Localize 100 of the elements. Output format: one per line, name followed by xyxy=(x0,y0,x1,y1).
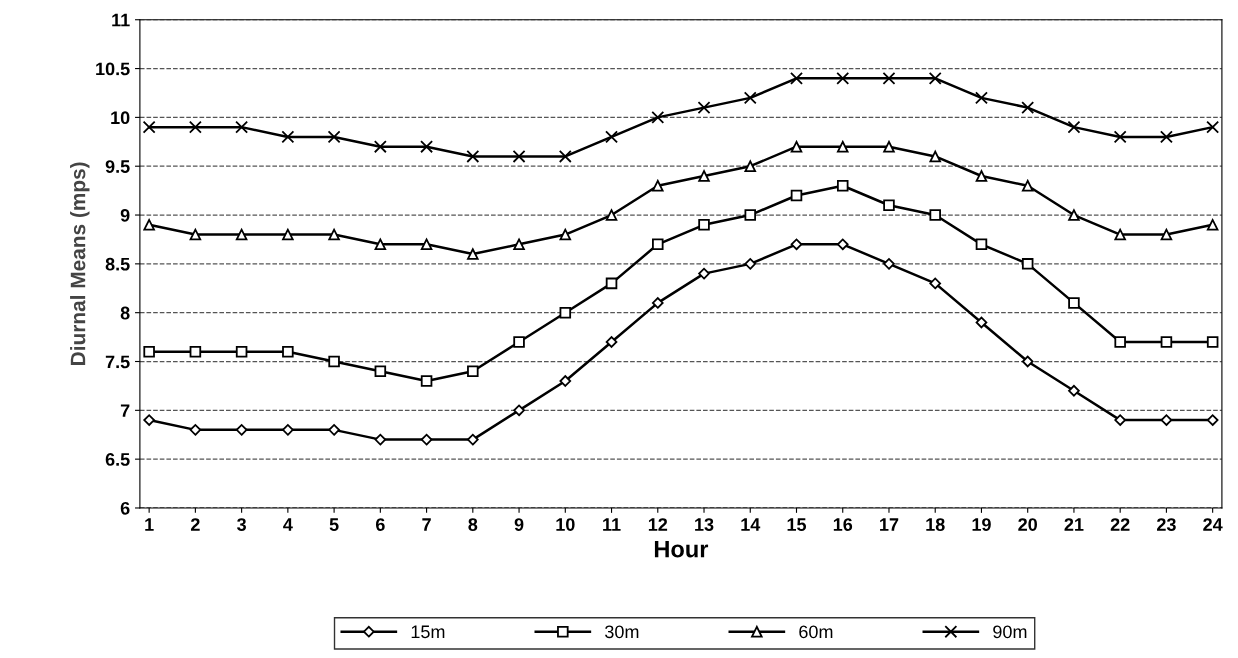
point xyxy=(836,179,849,192)
point xyxy=(1159,130,1173,144)
x-tick-label: 15 xyxy=(787,518,807,531)
point xyxy=(883,199,895,212)
point xyxy=(651,297,664,309)
point xyxy=(605,130,619,144)
x-tick-label: 12 xyxy=(648,518,668,531)
x-tick-label: 16 xyxy=(833,518,853,531)
point xyxy=(1114,228,1126,241)
point xyxy=(1206,219,1219,231)
point xyxy=(559,375,572,387)
point xyxy=(836,140,849,153)
point xyxy=(235,424,248,436)
y-tick-label: 6.5 xyxy=(105,453,130,466)
point xyxy=(282,345,294,358)
point xyxy=(281,130,295,144)
point xyxy=(1206,414,1219,426)
point xyxy=(698,219,710,231)
point xyxy=(652,238,664,251)
point xyxy=(420,433,433,446)
y-tick-label: 10 xyxy=(111,111,130,125)
point xyxy=(974,91,988,105)
point xyxy=(513,336,525,348)
y-tick-label: 9.5 xyxy=(105,160,130,173)
point xyxy=(143,345,155,358)
point xyxy=(929,150,941,163)
y-tick-label: 6 xyxy=(120,501,130,515)
legend-label: 60m xyxy=(799,625,833,639)
point xyxy=(1113,130,1127,144)
point xyxy=(1068,209,1080,221)
point xyxy=(929,209,941,221)
point xyxy=(513,404,525,417)
x-tick-label: 4 xyxy=(283,518,293,531)
y-tick-label: 10.5 xyxy=(96,62,130,76)
point xyxy=(420,238,433,251)
point xyxy=(929,277,942,290)
point xyxy=(790,71,803,85)
point xyxy=(883,258,895,270)
x-tick-label: 21 xyxy=(1064,518,1084,531)
point xyxy=(328,355,340,368)
point xyxy=(743,91,757,105)
point xyxy=(466,149,480,163)
point xyxy=(235,345,248,358)
point xyxy=(698,170,710,182)
point xyxy=(651,110,665,124)
point xyxy=(790,189,803,202)
legend-label: 15m xyxy=(411,625,445,639)
point xyxy=(975,316,988,329)
point xyxy=(698,267,710,280)
x-tick-label: 2 xyxy=(190,518,200,531)
y-tick-label: 7 xyxy=(120,404,130,417)
point xyxy=(420,140,434,154)
point xyxy=(1068,297,1080,309)
point xyxy=(1160,414,1173,426)
point xyxy=(652,179,664,192)
x-tick-label: 10 xyxy=(556,518,575,531)
x-tick-label: 13 xyxy=(695,518,714,531)
point xyxy=(744,258,757,270)
point xyxy=(790,140,803,153)
point xyxy=(327,130,341,144)
x-tick-label: 11 xyxy=(603,518,621,531)
point xyxy=(282,424,294,436)
point xyxy=(512,149,526,163)
x-tick-label: 7 xyxy=(422,518,431,531)
point xyxy=(975,170,988,182)
point xyxy=(374,365,387,378)
point xyxy=(882,71,896,85)
x-tick-label: 22 xyxy=(1110,518,1130,531)
y-tick-label: 11 xyxy=(112,13,130,27)
point xyxy=(1160,336,1173,348)
point xyxy=(467,433,479,446)
point xyxy=(1021,179,1034,192)
point xyxy=(189,424,202,436)
x-tick-label: 17 xyxy=(880,518,899,531)
point xyxy=(235,120,249,134)
point xyxy=(883,140,895,153)
point xyxy=(975,238,988,251)
point xyxy=(1021,355,1034,368)
x-tick-label: 23 xyxy=(1157,518,1176,531)
point xyxy=(467,248,479,260)
point xyxy=(836,238,849,251)
point xyxy=(328,228,340,241)
point xyxy=(420,375,433,387)
point xyxy=(558,149,572,163)
y-tick-label: 9 xyxy=(120,208,130,222)
x-tick-label: 24 xyxy=(1203,518,1223,531)
x-tick-label: 20 xyxy=(1018,518,1037,531)
point xyxy=(1068,384,1080,397)
point xyxy=(282,228,294,241)
x-axis-title: Hour xyxy=(654,540,709,558)
point xyxy=(1021,101,1035,115)
y-tick-label: 7.5 xyxy=(105,355,130,369)
point xyxy=(1114,414,1126,426)
point xyxy=(1206,120,1220,134)
point xyxy=(374,433,387,446)
point xyxy=(188,120,202,134)
x-tick-label: 6 xyxy=(375,518,385,531)
point xyxy=(189,228,202,241)
x-tick-label: 5 xyxy=(329,518,339,531)
x-tick-label: 9 xyxy=(514,518,524,531)
